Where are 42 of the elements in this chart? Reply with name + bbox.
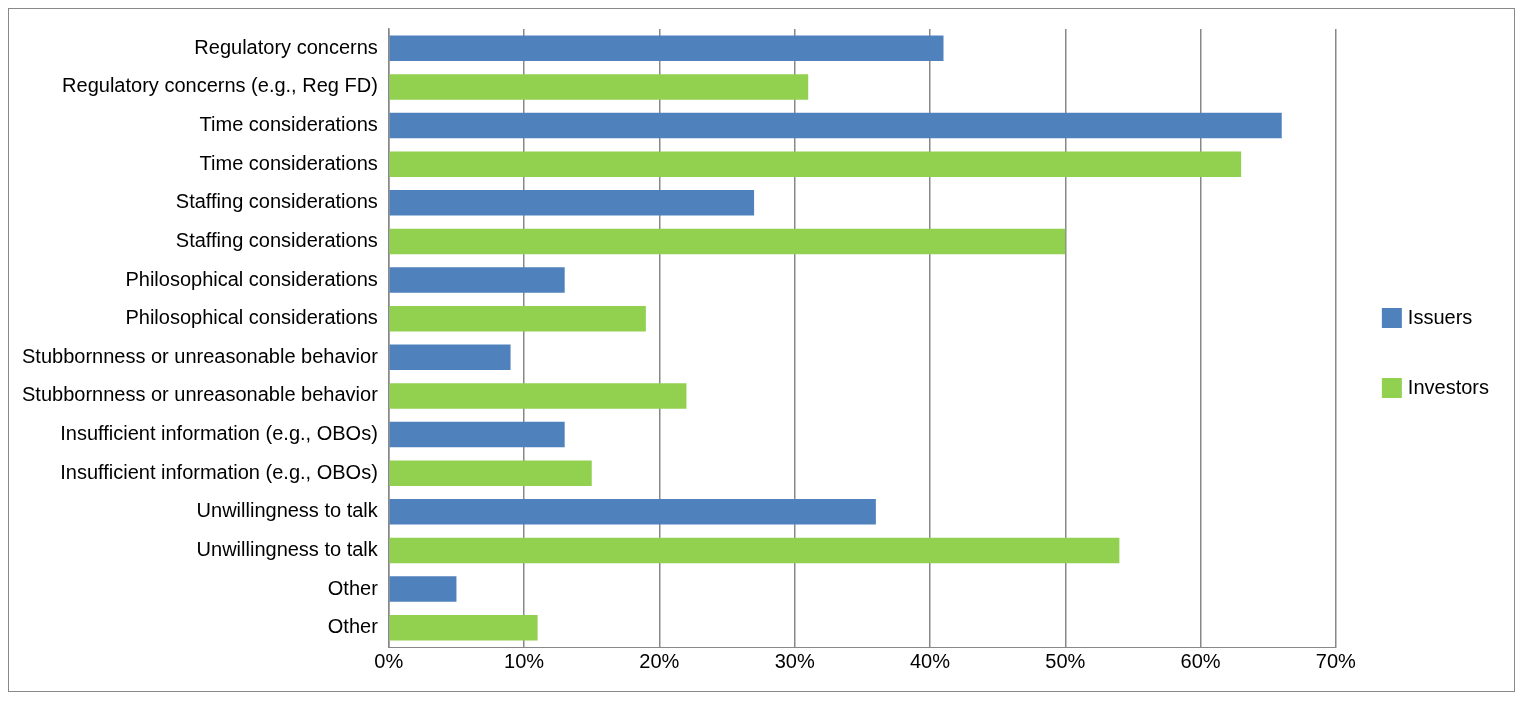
bar xyxy=(389,383,687,409)
x-tick-label: 50% xyxy=(1045,649,1086,672)
y-tick-label: Regulatory concerns xyxy=(194,35,378,58)
bar xyxy=(389,537,1120,564)
legend-label: Investors xyxy=(1407,375,1490,398)
x-tick-label: 40% xyxy=(909,649,951,672)
bar xyxy=(389,460,592,486)
y-tick-label: Unwillingness to talk xyxy=(196,499,379,522)
y-tick-label: Philosophical considerations xyxy=(125,306,378,329)
bar xyxy=(389,35,944,62)
bar xyxy=(389,151,1242,177)
y-tick-label: Stubbornness or unreasonable behavior xyxy=(21,344,379,367)
y-tick-label: Other xyxy=(327,615,379,638)
bar xyxy=(389,344,511,371)
y-tick-label: Philosophical considerations xyxy=(125,267,378,290)
x-tick-label: 0% xyxy=(374,649,404,672)
x-tick-label: 20% xyxy=(639,649,680,672)
bar xyxy=(389,74,809,100)
bar xyxy=(389,228,1066,255)
bar xyxy=(389,305,646,332)
x-tick-label: 70% xyxy=(1315,649,1357,672)
x-tick-label: 30% xyxy=(774,649,815,672)
y-tick-label: Time considerations xyxy=(199,151,378,174)
bar xyxy=(389,576,457,602)
legend-label: Issuers xyxy=(1407,305,1473,328)
y-tick-label: Unwillingness to talk xyxy=(196,537,379,560)
x-tick-label: 10% xyxy=(504,649,545,672)
x-tick-label: 60% xyxy=(1180,649,1221,672)
bar xyxy=(389,614,538,641)
y-tick-label: Staffing considerations xyxy=(175,228,378,251)
y-tick-label: Stubbornness or unreasonable behavior xyxy=(21,383,379,406)
y-tick-label: Insufficient information (e.g., OBOs) xyxy=(60,422,378,445)
bar xyxy=(389,499,876,525)
bar xyxy=(389,421,565,448)
bar xyxy=(389,112,1282,139)
y-tick-label: Time considerations xyxy=(199,113,378,136)
bar xyxy=(389,267,565,293)
y-tick-label: Other xyxy=(327,576,379,599)
bar xyxy=(389,190,755,216)
y-tick-label: Staffing considerations xyxy=(175,190,378,213)
y-tick-label: Insufficient information (e.g., OBOs) xyxy=(60,460,378,483)
y-tick-label: Regulatory concerns (e.g., Reg FD) xyxy=(62,74,378,97)
